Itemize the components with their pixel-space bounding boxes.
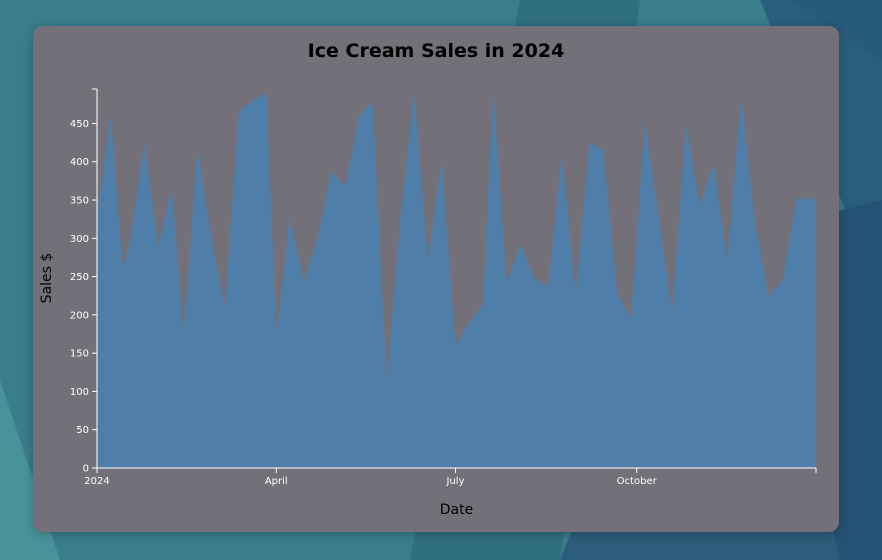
x-tick-label: October	[617, 476, 658, 487]
y-tick-label: 400	[70, 157, 89, 168]
x-tick-label: 2024	[84, 476, 109, 487]
y-tick-label: 200	[70, 310, 89, 321]
y-tick-label: 100	[70, 387, 89, 398]
y-tick-label: 0	[83, 464, 89, 475]
y-axis-label: Sales $	[39, 253, 55, 304]
x-tick-label: July	[446, 476, 465, 487]
y-axis: 0 50 100 150 200 250 300 350 400 450	[70, 88, 98, 475]
y-tick-label: 450	[70, 119, 89, 130]
y-tick-label: 250	[70, 272, 89, 283]
x-axis-label: Date	[440, 502, 473, 518]
y-tick-label: 350	[70, 196, 89, 207]
x-tick-label: April	[265, 476, 288, 487]
y-tick-label: 150	[70, 349, 89, 360]
chart-card: Ice Cream Sales in 2024 0 50 100 150 200 250 3…	[33, 26, 839, 532]
y-tick-label: 50	[76, 425, 89, 436]
chart-svg: 0 50 100 150 200 250 300 350 400 450 2024 April Jul…	[39, 88, 817, 518]
x-axis: 2024 April July October	[84, 467, 817, 487]
sales-area	[97, 89, 816, 468]
chart-title: Ice Cream Sales in 2024	[307, 40, 565, 62]
y-tick-label: 300	[70, 234, 89, 245]
